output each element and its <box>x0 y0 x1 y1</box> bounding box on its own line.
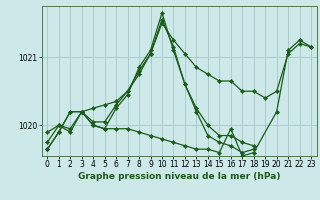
X-axis label: Graphe pression niveau de la mer (hPa): Graphe pression niveau de la mer (hPa) <box>78 172 280 181</box>
